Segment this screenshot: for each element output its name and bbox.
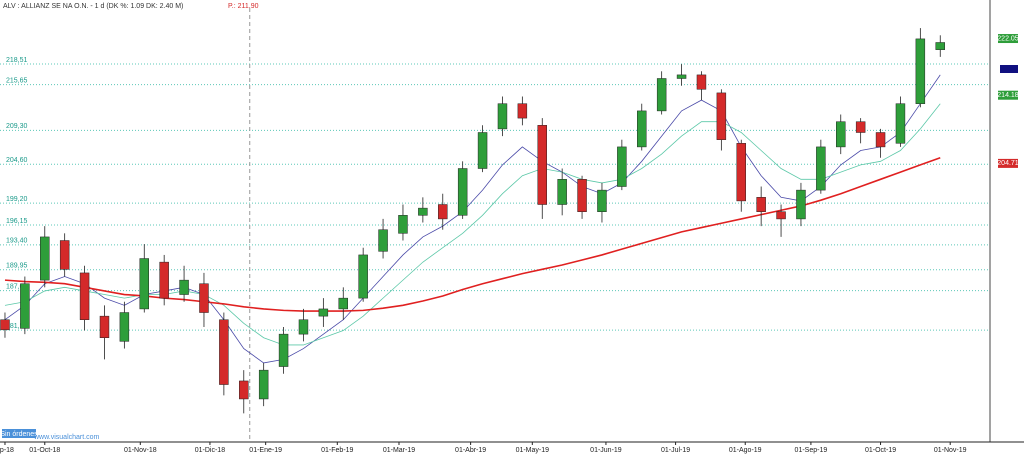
candle-body [517, 103, 528, 119]
x-tick-label: ep-18 [0, 447, 14, 454]
candle-body [20, 283, 30, 329]
x-tick-label: 01-Ago-19 [729, 447, 762, 454]
x-tick-label: 01-Abr-19 [455, 447, 486, 454]
candle-body [239, 380, 249, 400]
candle-body [378, 229, 388, 252]
candle-body [935, 42, 945, 50]
price-tag: 204.71 [997, 160, 1019, 167]
average-tag [1000, 65, 1018, 73]
level-label: 196,15 [6, 218, 28, 225]
candle-body [258, 369, 269, 400]
level-label: 193,40 [6, 238, 28, 245]
footer: www.visualchart.com [33, 434, 100, 441]
level-label: 218,51 [6, 57, 28, 64]
x-tick-label: 01-Oct-19 [865, 447, 896, 454]
candle-body [99, 315, 110, 338]
x-tick-label: 01-May-19 [516, 447, 550, 454]
candle-body [656, 78, 667, 112]
candle-body [597, 189, 607, 212]
candle-body [79, 272, 90, 320]
x-tick-label: 01-Dic-18 [195, 447, 225, 454]
price-tag: 222.05 [997, 35, 1019, 42]
candle-body [199, 283, 209, 313]
candle-body [219, 319, 229, 385]
badge[interactable]: Sin órdenes [0, 431, 38, 438]
candle-body [159, 261, 169, 299]
level-label: 204,60 [6, 157, 28, 164]
candle-body [537, 125, 547, 205]
candle-body [676, 74, 687, 79]
candle-body [577, 179, 587, 212]
candle-body [418, 207, 428, 216]
level-label: 199,20 [6, 196, 28, 203]
candle-body [119, 312, 130, 342]
level-label: 187,05 [6, 283, 28, 290]
candle-body [457, 168, 468, 216]
candle-body [557, 179, 567, 205]
candle-body [696, 74, 707, 90]
candle-body [59, 240, 70, 270]
x-tick-label: 01-Jul-19 [661, 447, 690, 454]
level-label: 181,55 [6, 323, 28, 330]
level-label: 215,65 [6, 77, 28, 84]
candle-body [736, 143, 746, 202]
x-tick-label: 01-Sep-19 [795, 447, 828, 454]
candle-body [40, 236, 50, 281]
candle-body [438, 204, 448, 220]
candle-body [855, 121, 866, 133]
candle-body [477, 132, 488, 169]
price-tag-box [998, 34, 1018, 44]
x-tick-label: 01-Nov-19 [934, 447, 967, 454]
candle-body [338, 297, 348, 310]
price-label: P.: 211,90 [228, 3, 259, 10]
candle-body [895, 103, 906, 144]
x-tick-label: 01-Oct-18 [29, 447, 60, 454]
candle-body [497, 103, 508, 130]
x-tick-label: 01-Nov-18 [124, 447, 157, 454]
candle-body [816, 146, 826, 191]
candle-body [179, 279, 189, 295]
candle-body [139, 258, 149, 310]
candle-body [875, 132, 886, 148]
candle-body [398, 215, 408, 234]
x-tick-label: 01-Feb-19 [321, 447, 353, 454]
candle-body [278, 333, 289, 367]
candle-body [318, 308, 329, 317]
badge-box[interactable] [2, 429, 36, 438]
candle-body [298, 319, 309, 335]
candle-body [637, 110, 647, 148]
candle-body [776, 211, 786, 220]
price-tag: 214.18 [997, 92, 1019, 99]
x-tick-label: 01-Jun-19 [590, 447, 622, 454]
candle-body [617, 146, 627, 187]
candle-body [796, 189, 806, 220]
level-label: 189,95 [6, 263, 28, 270]
candle-body [836, 121, 846, 148]
candle-body [756, 197, 766, 212]
candle-body [716, 92, 727, 140]
candle-body [0, 319, 10, 331]
level-label: 209,30 [6, 123, 28, 130]
candle-body [358, 254, 368, 299]
x-tick-label: 01-Ene-19 [249, 447, 282, 454]
price-tag-box [998, 158, 1018, 168]
price-tag-box [998, 90, 1018, 100]
chart-title: ALV : ALLIANZ SE NA O.N. - 1 d (DK %: 1.… [3, 3, 183, 10]
candle-body [915, 38, 926, 104]
x-tick-label: 01-Mar-19 [383, 447, 415, 454]
